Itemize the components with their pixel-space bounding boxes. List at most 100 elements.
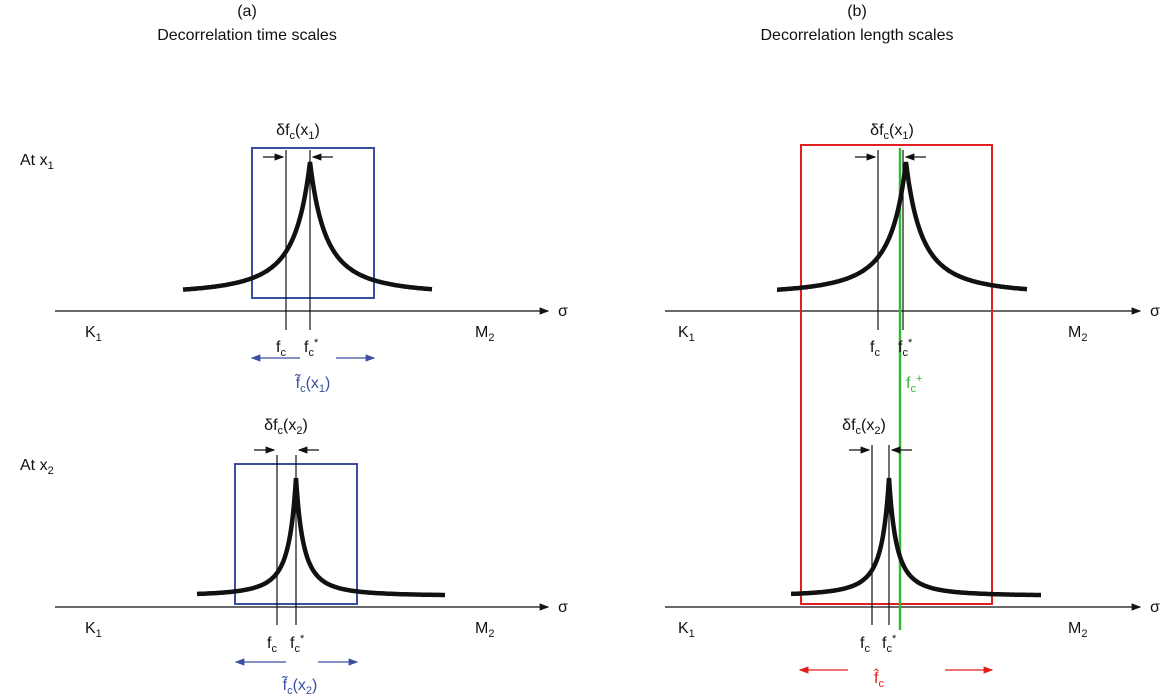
row-label: At x2: [20, 457, 54, 477]
subscript: 2: [48, 465, 54, 477]
subscript: 1: [689, 628, 695, 640]
subscript: c: [290, 130, 296, 142]
delta-label: δfc(x2): [842, 417, 886, 437]
label-text: δf: [264, 417, 278, 434]
curves: [182, 161, 1041, 598]
window-box: [800, 144, 993, 605]
label-text: δf: [276, 122, 290, 139]
axis-label: σ: [1150, 599, 1160, 616]
axes: [55, 307, 1142, 611]
spectrum-curve: [791, 477, 1041, 598]
label-text: M: [1068, 620, 1081, 637]
label-text: f: [290, 635, 295, 652]
superscript: *: [908, 337, 913, 349]
subscript: 1: [308, 130, 314, 142]
axis-label: σ: [1150, 303, 1160, 320]
label-text: f: [870, 339, 875, 356]
axis-label: K1: [678, 324, 695, 344]
subscript: c: [902, 347, 908, 359]
subscript: 2: [1081, 628, 1087, 640]
label-text: δf: [870, 122, 884, 139]
subscript: 1: [96, 628, 102, 640]
subscript: 1: [689, 332, 695, 344]
label-text: f: [898, 339, 903, 356]
subscript: c: [856, 425, 862, 437]
subscript: 2: [306, 685, 312, 697]
window-box: [251, 147, 375, 299]
label-text: M: [475, 620, 488, 637]
superscript: *: [892, 633, 897, 645]
label-text: ): [312, 677, 317, 694]
label-text: K: [85, 620, 96, 637]
label-text: K: [678, 620, 689, 637]
band-label: f̂c: [873, 667, 884, 690]
band-arrows: [234, 354, 376, 666]
superscript: +: [916, 373, 922, 385]
subscript: 1: [902, 130, 908, 142]
subscript: c: [278, 425, 284, 437]
label-text: f: [267, 635, 272, 652]
subscript: 2: [488, 628, 494, 640]
label-text: ): [325, 375, 330, 392]
label-text: At x: [20, 457, 48, 474]
axis-label: K1: [85, 620, 102, 640]
label-text: (x: [306, 375, 319, 392]
label-text: (x: [861, 417, 874, 434]
label-text: (x: [889, 122, 902, 139]
axis-label: M2: [1068, 620, 1087, 640]
spectrum-curve: [182, 161, 433, 292]
panel-title: Decorrelation length scales: [761, 27, 954, 44]
subscript: 2: [874, 425, 880, 437]
subscript: c: [287, 685, 293, 697]
subscript: c: [300, 383, 306, 395]
subscript: c: [884, 130, 890, 142]
axis-label: M2: [475, 324, 494, 344]
delta-label: δfc(x2): [264, 417, 308, 437]
subscript: 2: [296, 425, 302, 437]
panel-title: Decorrelation time scales: [157, 27, 337, 44]
label-text: (x: [295, 122, 308, 139]
fc-label: fc: [870, 339, 880, 359]
label-text: ): [302, 417, 307, 434]
subscript: c: [271, 643, 277, 655]
arrows: [254, 153, 926, 454]
subscript: c: [308, 347, 314, 359]
panel-letter: (a): [237, 3, 257, 20]
label-text: (x: [293, 677, 306, 694]
green-label: fc+: [906, 373, 922, 395]
delta-label: δfc(x1): [276, 122, 320, 142]
label-text: δf: [842, 417, 856, 434]
label-text: f: [882, 635, 887, 652]
fstar-label: fc*: [898, 337, 913, 359]
label-text: f: [276, 339, 281, 356]
fstar-label: fc*: [290, 633, 305, 655]
band-label: f̃c(x1): [294, 372, 330, 395]
superscript: *: [300, 633, 305, 645]
spectrum-curve: [196, 477, 445, 598]
axis-label: K1: [85, 324, 102, 344]
label-text: f̂: [873, 667, 879, 687]
subscript: c: [864, 643, 870, 655]
label-text: K: [678, 324, 689, 341]
subscript: c: [874, 347, 880, 359]
label-text: M: [1068, 324, 1081, 341]
label-text: M: [475, 324, 488, 341]
label-text: At x: [20, 152, 48, 169]
subscript: c: [878, 678, 884, 690]
label-text: K: [85, 324, 96, 341]
fstar-label: fc*: [882, 633, 897, 655]
subscript: 2: [1081, 332, 1087, 344]
label-text: ): [880, 417, 885, 434]
subscript: 1: [96, 332, 102, 344]
subscript: c: [280, 347, 286, 359]
label-text: f: [906, 375, 911, 392]
label-text: ): [314, 122, 319, 139]
axis-label: M2: [475, 620, 494, 640]
axis-label: K1: [678, 620, 695, 640]
subscript: c: [294, 643, 300, 655]
label-text: f̃: [294, 372, 301, 392]
spectrum-curve: [777, 161, 1028, 292]
subscript: 1: [48, 160, 54, 172]
superscript: *: [314, 337, 319, 349]
